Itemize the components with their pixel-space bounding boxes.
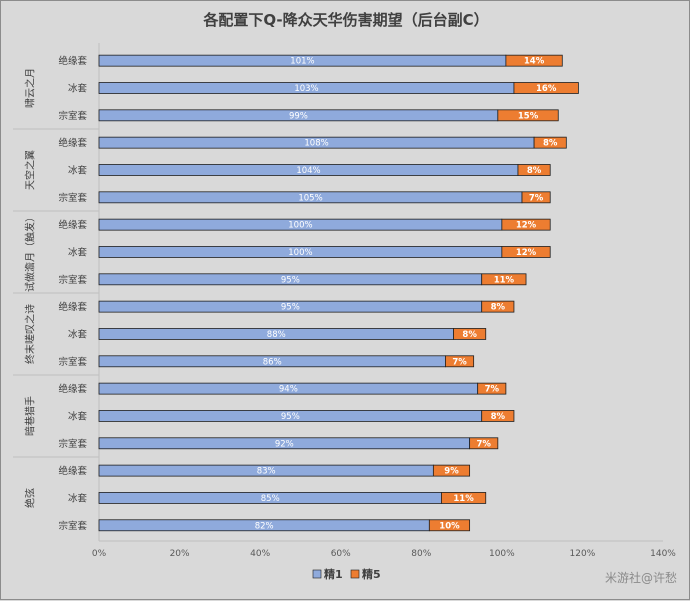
x-tick-label: 0%: [92, 549, 107, 559]
group-label: 天空之翼: [24, 150, 37, 190]
bar-jing5: [533, 136, 567, 149]
group-label: 暗巷猎手: [24, 396, 37, 436]
bar-jing5: [481, 300, 515, 313]
data-label-jing1: 95%: [281, 275, 300, 285]
group-label: 试做澹月（触发）: [24, 212, 37, 292]
group-label: 啸云之月: [24, 68, 37, 108]
category-label: 绝缘套: [58, 383, 87, 395]
data-label-jing1: 100%: [288, 221, 312, 231]
bar-jing5: [469, 437, 499, 450]
data-label-jing5: 11%: [453, 494, 474, 504]
data-label-jing1: 103%: [294, 84, 318, 94]
bar-jing5: [441, 492, 487, 504]
legend-label: 精1: [324, 567, 343, 581]
data-label-jing5: 15%: [518, 111, 539, 121]
data-label-jing1: 95%: [281, 412, 300, 422]
data-label-jing5: 7%: [529, 193, 544, 203]
x-tick-label: 100%: [489, 549, 515, 559]
category-label: 宗室套: [58, 274, 87, 286]
legend-swatch: [350, 569, 360, 579]
bar-jing5: [521, 191, 551, 204]
data-label-jing5: 9%: [444, 467, 459, 477]
category-label: 绝缘套: [58, 465, 87, 477]
data-label-jing1: 85%: [261, 494, 280, 504]
category-label: 绝缘套: [58, 219, 87, 231]
bar-jing5: [513, 82, 579, 94]
bar-jing5: [517, 164, 551, 176]
watermark: 米游社@许愁: [605, 570, 677, 585]
bar-jing5: [445, 355, 475, 368]
category-label: 宗室套: [58, 110, 87, 122]
x-tick-label: 80%: [411, 549, 431, 559]
data-label-jing5: 7%: [452, 357, 467, 367]
category-label: 冰套: [68, 82, 88, 94]
x-tick-label: 60%: [331, 549, 351, 559]
data-label-jing1: 88%: [267, 330, 286, 340]
category-label: 冰套: [68, 246, 88, 258]
legend-label: 精5: [362, 567, 381, 581]
chart-title: 各配置下Q-降众天华伤害期望（后台副C）: [202, 11, 488, 29]
data-label-jing1: 92%: [275, 439, 294, 449]
bar-jing5: [481, 410, 515, 422]
data-label-jing5: 12%: [516, 221, 537, 231]
data-label-jing1: 94%: [279, 385, 298, 395]
legend: 精1 精5: [312, 567, 381, 581]
category-label: 宗室套: [58, 192, 87, 204]
legend-swatch: [312, 569, 322, 579]
category-label: 宗室套: [58, 438, 87, 450]
category-label: 绝缘套: [58, 301, 87, 313]
x-tick-label: 140%: [650, 549, 676, 559]
category-label: 宗室套: [58, 520, 87, 532]
data-label-jing1: 104%: [296, 166, 320, 176]
bar-jing5: [497, 109, 559, 122]
x-tick-label: 40%: [250, 549, 270, 559]
data-label-jing5: 11%: [494, 275, 515, 285]
bar-jing5: [481, 273, 527, 286]
x-tick-label: 20%: [170, 549, 190, 559]
data-label-jing5: 7%: [485, 385, 500, 395]
category-label: 绝缘套: [58, 55, 87, 67]
data-label-jing1: 100%: [288, 248, 312, 258]
data-label-jing5: 8%: [491, 412, 506, 422]
bar-jing5: [477, 382, 507, 395]
category-label: 冰套: [68, 492, 88, 504]
data-label-jing5: 8%: [543, 139, 558, 149]
group-label: 终末嗟叹之诗: [24, 304, 37, 364]
data-label-jing5: 8%: [462, 330, 477, 340]
data-label-jing1: 108%: [304, 139, 328, 149]
data-label-jing1: 83%: [257, 467, 276, 477]
data-label-jing5: 8%: [527, 166, 542, 176]
data-label-jing5: 7%: [477, 439, 492, 449]
bar-jing5: [505, 54, 563, 67]
data-label-jing1: 105%: [298, 193, 322, 203]
data-label-jing5: 10%: [439, 521, 460, 531]
category-label: 冰套: [68, 410, 88, 422]
data-label-jing5: 16%: [536, 84, 557, 94]
bar-jing5: [501, 246, 551, 258]
x-tick-label: 120%: [570, 549, 596, 559]
data-label-jing1: 95%: [281, 303, 300, 313]
category-label: 宗室套: [58, 356, 87, 368]
data-label-jing1: 82%: [255, 521, 274, 531]
data-label-jing1: 86%: [263, 357, 282, 367]
category-label: 绝缘套: [58, 137, 87, 149]
data-label-jing5: 8%: [491, 303, 506, 313]
category-label: 冰套: [68, 328, 88, 340]
data-label-jing1: 99%: [289, 111, 308, 121]
group-label: 绝弦: [24, 488, 37, 508]
bar-jing5: [428, 519, 471, 532]
data-label-jing5: 14%: [524, 57, 545, 67]
bar-jing5: [453, 328, 487, 340]
data-label-jing1: 101%: [290, 57, 314, 67]
category-label: 冰套: [68, 164, 88, 176]
bar-jing5: [501, 218, 551, 231]
data-label-jing5: 12%: [516, 248, 537, 258]
bar-jing5: [432, 464, 471, 477]
